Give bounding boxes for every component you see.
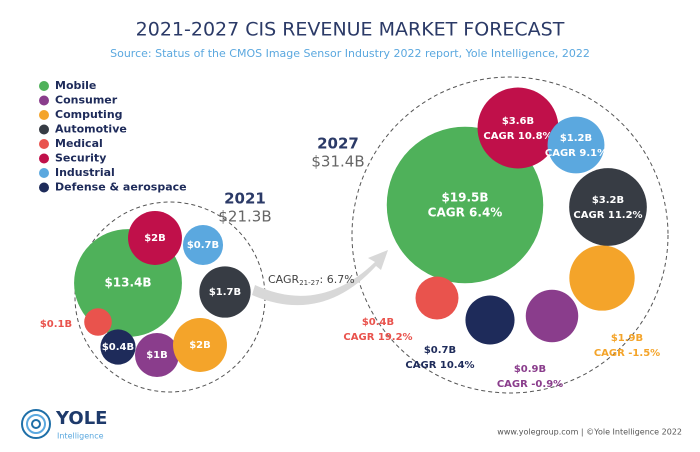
bubble [182,224,224,266]
legend-label: Medical [55,137,103,150]
legend-swatch [39,110,49,120]
legend-swatch [39,168,49,178]
bubble [569,168,647,246]
bubble [547,116,605,174]
growth-label: CAGR21-27: 6.7% [268,273,355,287]
value-label: $0.4B [362,317,394,328]
group-total: $21.3B [218,208,271,226]
title: 2021-2027 CIS REVENUE MARKET FORECAST [136,19,565,41]
bubble [465,295,515,345]
bubble [569,245,635,311]
value-label: $1.9B [611,333,643,344]
legend-swatch [39,182,49,193]
bubble [525,289,579,343]
growth-label: CAGR [268,273,300,286]
group-year: 2021 [224,190,266,208]
value-label: $13.4B [104,276,151,290]
subtitle: Source: Status of the CMOS Image Sensor … [110,47,590,60]
bubble [415,276,459,320]
bubble [135,333,179,377]
group-outline [351,76,669,394]
legend-label: Mobile [55,79,96,92]
bubble [199,266,251,318]
logo-name: YOLE [55,408,107,429]
logo-mark [21,409,51,439]
growth-arrow [252,250,388,306]
value-label: $0.9B [514,364,546,375]
value-label: $19.5B [441,191,488,205]
bubble [100,329,136,365]
cagr-label: CAGR 6.4% [428,206,503,220]
value-label: $1.2B [560,133,592,144]
value-label: $2B [189,340,211,351]
bubble [173,318,227,372]
cagr-label: CAGR 9.1% [545,148,607,159]
legend-label: Automotive [55,123,127,136]
value-label: $1B [146,350,168,361]
legend-swatch [39,95,49,106]
logo-mark [31,419,41,429]
cagr-label: CAGR 11.2% [573,210,642,221]
value-label: $1.7B [209,287,241,298]
group-total: $31.4B [311,153,364,171]
legend-swatch [39,153,49,164]
value-label: $0.1B [40,319,72,330]
legend-label: Security [55,152,106,165]
logo: YOLE Intelligence [21,408,107,441]
legend-swatch [39,124,49,135]
legend-label: Defense & aerospace [55,181,187,194]
legend-label: Consumer [55,94,118,107]
logo-tagline: Intelligence [57,432,104,441]
value-label: $0.4B [102,342,134,353]
cagr-label: CAGR -1.5% [594,348,660,359]
value-label: $2B [144,233,166,244]
growth-subscript: 21-27 [299,279,319,287]
legend-label: Computing [55,108,123,121]
cagr-label: CAGR -0.9% [497,379,563,390]
legend-swatch [39,81,49,91]
value-label: $0.7B [424,345,456,356]
legend-swatch [39,139,49,149]
bubble [84,308,112,336]
bubble [128,211,182,265]
group-year: 2027 [317,135,359,153]
bubble [477,87,559,169]
value-label: $0.7B [187,240,219,251]
legend-label: Industrial [55,166,115,179]
value-label: $3.2B [592,195,624,206]
growth-value: : 6.7% [320,273,355,286]
value-label: $3.6B [502,116,534,127]
footer: www.yolegroup.com | ©Yole Intelligence 2… [497,428,682,437]
cagr-label: CAGR 10.4% [405,360,474,371]
cagr-label: CAGR 19.2% [343,332,412,343]
logo-mark [26,414,46,434]
cagr-label: CAGR 10.8% [483,131,552,142]
